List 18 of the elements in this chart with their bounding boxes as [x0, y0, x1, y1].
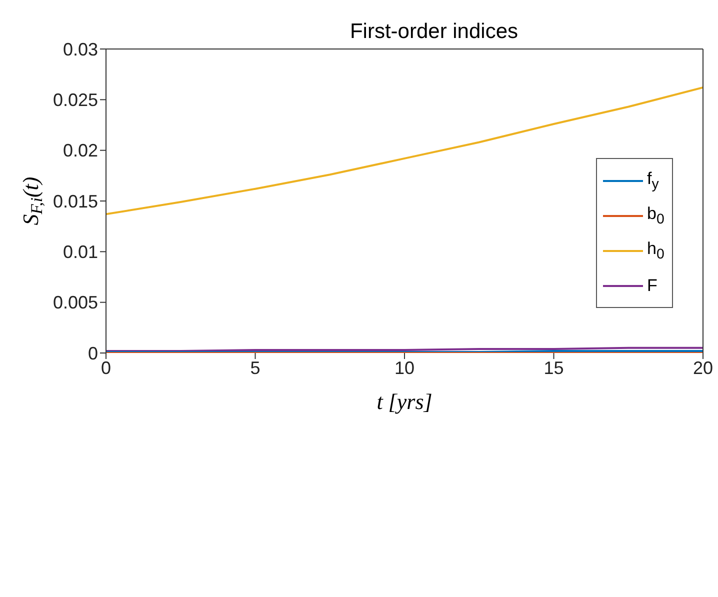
- x-axis-title: t [yrs]: [376, 389, 432, 414]
- x-tick-label: 0: [100, 358, 112, 378]
- y-tick-label: 0.005: [52, 292, 98, 313]
- y-tick-label: 0.025: [52, 90, 98, 110]
- legend-label: b$_{0}$: [647, 204, 664, 228]
- y-tick-label: 0.01: [62, 242, 98, 262]
- legend-label: f$_{y}$: [647, 168, 659, 192]
- y-tick-label: 0.015: [52, 191, 98, 212]
- x-tick-label: 20: [692, 358, 714, 378]
- legend-label: h$_{0}$: [647, 238, 664, 262]
- y-tick-label: 0.03: [62, 39, 98, 60]
- legend-label: F: [647, 276, 658, 296]
- y-tick-label: 0: [88, 343, 98, 364]
- x-tick-label: 5: [250, 358, 260, 378]
- x-tick-label: 10: [394, 358, 415, 378]
- y-tick-label: 0.02: [62, 140, 98, 161]
- x-tick-label: 15: [544, 358, 564, 378]
- chart-title: First-order indices: [350, 20, 518, 43]
